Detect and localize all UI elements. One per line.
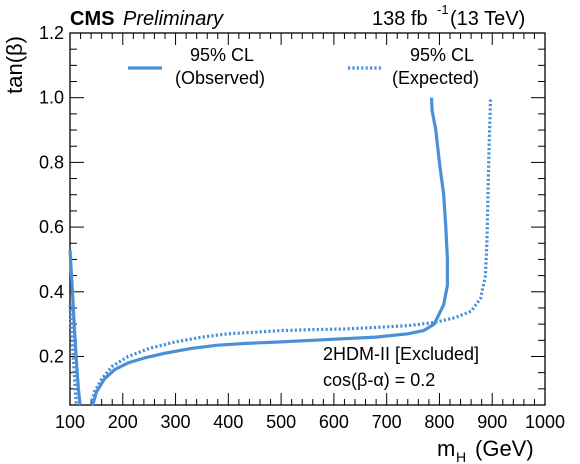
x-tick-label: 300 — [161, 412, 191, 432]
coupling-annotation: cos(β-α) = 0.2 — [323, 370, 435, 390]
limit-curves — [68, 97, 493, 406]
x-tick-label: 700 — [372, 412, 402, 432]
x-tick-label: 500 — [266, 412, 296, 432]
y-tick-label: 1.0 — [39, 88, 64, 108]
y-axis-title: tan(β) — [2, 36, 27, 94]
model-annotation: 2HDM-II [Excluded] — [323, 344, 479, 364]
x-axis-title-symbol: m — [437, 436, 455, 461]
y-tick-label: 0.8 — [39, 152, 64, 172]
x-tick-label: 200 — [108, 412, 138, 432]
observed-limit-curve — [68, 249, 82, 406]
x-tick-label: 600 — [319, 412, 349, 432]
legend-expected-cl: 95% CL — [410, 45, 474, 65]
axis-ticks — [69, 33, 546, 406]
plot-frame — [69, 32, 546, 406]
y-tick-label: 0.6 — [39, 217, 64, 237]
legend: 95% CL (Observed) 95% CL (Expected) — [128, 45, 479, 88]
x-tick-label: 400 — [213, 412, 243, 432]
experiment-label: CMS — [70, 8, 114, 30]
x-tick-label: 1000 — [525, 412, 565, 432]
x-axis-title-subscript: H — [456, 449, 466, 464]
legend-observed-kind: (Observed) — [175, 68, 265, 88]
y-tick-label: 0.4 — [39, 282, 64, 302]
energy-label: (13 TeV) — [450, 8, 525, 30]
x-tick-labels: 100 200 300 400 500 600 700 800 900 1000 — [55, 412, 565, 432]
x-tick-label: 900 — [477, 412, 507, 432]
legend-observed-cl: 95% CL — [190, 45, 254, 65]
x-axis-title: m H (GeV) — [437, 436, 534, 464]
lumi-label: 138 fb — [372, 8, 428, 30]
x-axis-title-unit: (GeV) — [475, 436, 534, 461]
status-label: Preliminary — [123, 8, 224, 30]
x-tick-label: 800 — [424, 412, 454, 432]
observed-limit-curve — [91, 97, 449, 406]
y-tick-label: 1.2 — [39, 23, 64, 43]
legend-expected-kind: (Expected) — [392, 68, 479, 88]
x-tick-label: 100 — [55, 412, 85, 432]
y-tick-label: 0.2 — [39, 346, 64, 366]
expected-limit-curve — [68, 304, 78, 406]
lumi-exponent: -1 — [437, 2, 449, 17]
y-tick-labels: 0.2 0.4 0.6 0.8 1.0 1.2 — [39, 23, 64, 366]
